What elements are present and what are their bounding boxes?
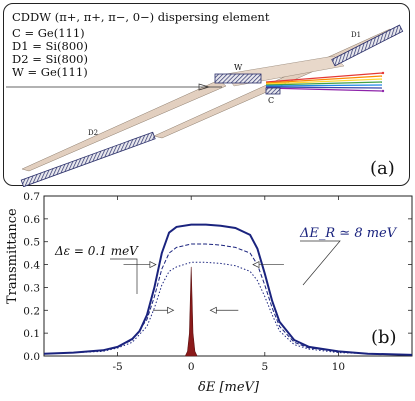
crystal-c bbox=[265, 87, 281, 95]
x-tick-label: 5 bbox=[261, 361, 268, 373]
dispersed-rainbow bbox=[265, 71, 385, 93]
x-tick-label: -5 bbox=[112, 361, 122, 373]
series-dashed-line bbox=[43, 243, 413, 356]
label-d1: D1 bbox=[351, 31, 361, 39]
y-axis-label: Transmittance bbox=[5, 208, 20, 304]
y-tick-label: 0.7 bbox=[23, 191, 40, 203]
transmittance-chart: 0.0 0.1 0.2 0.3 0.4 0.5 0.6 0.7 -5 0 5 10 Δε = 0.1… bbox=[5, 191, 413, 395]
y-tick-label: 0.6 bbox=[23, 214, 40, 226]
incident-arrow bbox=[198, 83, 211, 91]
crystal-d1 bbox=[331, 24, 404, 67]
panel-a-label: (a) bbox=[370, 158, 395, 179]
series-solid-line bbox=[43, 223, 413, 356]
y-tick-label: 0.0 bbox=[23, 351, 40, 363]
panel-b-label: (b) bbox=[371, 327, 397, 348]
spec-line-3: D2 = Si(800) bbox=[12, 52, 88, 66]
x-tick-label: 0 bbox=[188, 361, 195, 373]
spec-line-2: D1 = Si(800) bbox=[12, 39, 88, 53]
crystal-d2 bbox=[20, 131, 156, 187]
y-tick-label: 0.4 bbox=[23, 260, 40, 272]
annotation-left-leader bbox=[110, 258, 138, 294]
width-arrow-right-inner-head bbox=[209, 306, 217, 314]
width-arrow-right-outer-head bbox=[252, 261, 260, 269]
spec-line-4: W = Ge(111) bbox=[12, 65, 88, 79]
annotation-right-leader bbox=[300, 240, 341, 286]
label-c: C bbox=[268, 96, 274, 105]
y-tick-label: 0.5 bbox=[23, 237, 40, 249]
y-tick-label: 0.3 bbox=[23, 282, 40, 294]
dispersing-element-diagram: CDDW (π+, π+, π−, 0−) dispersing element… bbox=[6, 10, 404, 187]
y-axis-ticks: 0.0 0.1 0.2 0.3 0.4 0.5 0.6 0.7 bbox=[23, 191, 412, 363]
width-arrow-left-inner-head bbox=[167, 306, 175, 314]
label-d2: D2 bbox=[88, 129, 98, 137]
series-dotted-line bbox=[43, 261, 413, 356]
width-arrow-left-outer-head bbox=[149, 261, 157, 269]
panel-a-schematic: CDDW (π+, π+, π−, 0−) dispersing element… bbox=[3, 3, 410, 187]
beam-fan-lower bbox=[21, 79, 227, 172]
y-tick-label: 0.1 bbox=[23, 328, 40, 340]
annotation-right: ΔE_R ≃ 8 meV bbox=[299, 226, 398, 241]
y-tick-label: 0.2 bbox=[23, 305, 40, 317]
spec-line-1: C = Ge(111) bbox=[12, 26, 85, 40]
series-layer bbox=[43, 223, 413, 357]
crystal-w bbox=[214, 73, 262, 84]
label-w: W bbox=[234, 63, 243, 72]
x-axis-label: δE [meV] bbox=[198, 380, 260, 395]
plot-frame bbox=[43, 195, 413, 357]
panel-a-caption: CDDW (π+, π+, π−, 0−) dispersing element bbox=[12, 10, 270, 24]
x-tick-label: 10 bbox=[332, 361, 345, 373]
series-peak-fill bbox=[184, 266, 198, 357]
panel-b-chart: 0.0 0.1 0.2 0.3 0.4 0.5 0.6 0.7 -5 0 5 10 Δε = 0.1… bbox=[0, 186, 415, 401]
annotation-left: Δε = 0.1 meV bbox=[54, 244, 139, 258]
